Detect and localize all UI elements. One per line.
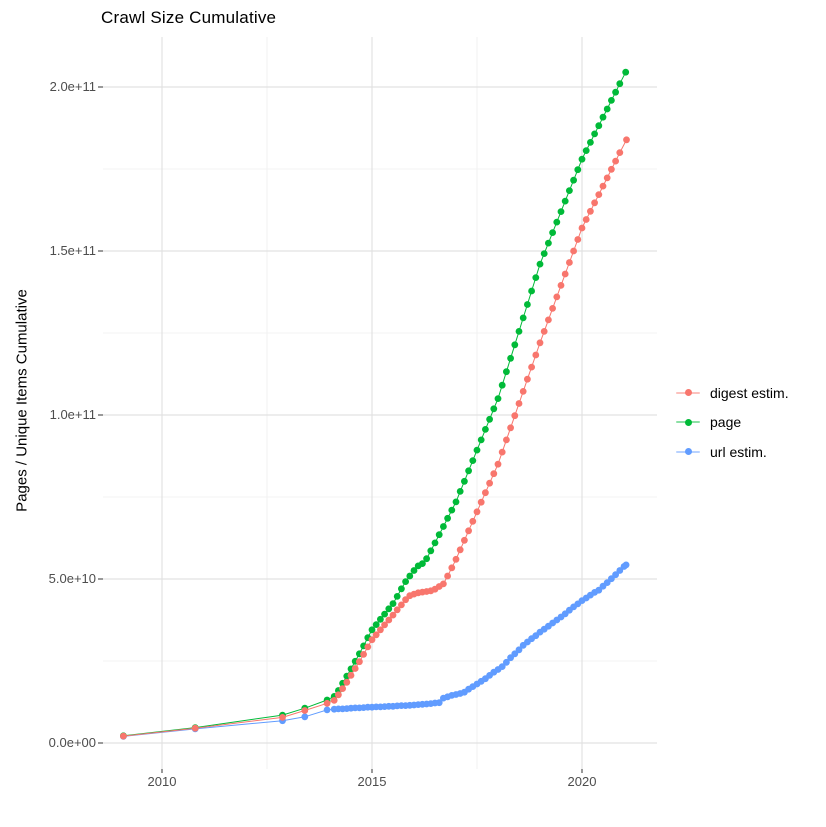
legend-key-digest-icon: [676, 386, 700, 400]
y-tick-label-2e11: 2.0e+11: [49, 79, 96, 94]
legend-item-url-estim: url estim.: [668, 437, 789, 467]
y-tick-label-1e11: 1.0e+11: [49, 407, 96, 422]
y-tick-label-0: 0.0e+00: [48, 735, 96, 750]
legend-item-page: page: [668, 408, 789, 438]
y-axis-title: Pages / Unique Items Cumulative: [13, 289, 31, 512]
y-tick-label-5e10: 5.0e+10: [48, 571, 96, 586]
legend-item-digest-estim: digest estim.: [668, 378, 789, 408]
y-tick-label-1.5e11: 1.5e+11: [49, 243, 96, 258]
x-tick-label-2010: 2010: [147, 774, 177, 789]
series-line-url-estim-: [123, 564, 627, 737]
legend-key-page-icon: [676, 415, 700, 429]
x-tick-label-2020: 2020: [567, 774, 597, 789]
legend-label-page: page: [710, 414, 742, 431]
legend-key-url-icon: [676, 445, 700, 459]
legend-label-url-estim: url estim.: [710, 443, 767, 460]
series-line-digest-estim-: [123, 139, 627, 737]
legend: digest estim. page url estim.: [668, 378, 789, 467]
chart-title: Crawl Size Cumulative: [101, 8, 277, 27]
legend-label-digest-estim: digest estim.: [710, 384, 789, 401]
x-tick-label-2015: 2015: [357, 774, 387, 789]
